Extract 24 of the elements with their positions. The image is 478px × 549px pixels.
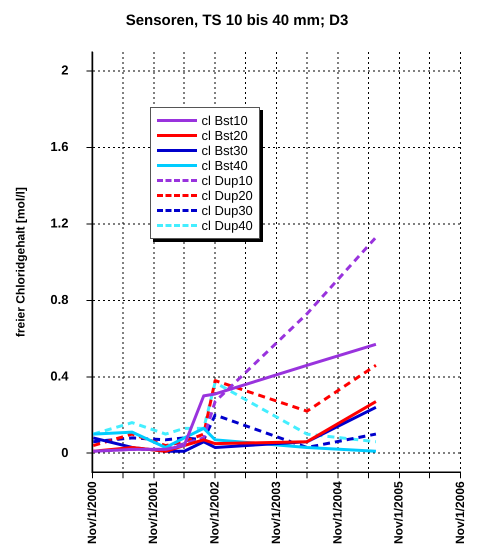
legend-label: cl Bst30 bbox=[201, 143, 248, 158]
x-tick-label: Nov/1/2006 bbox=[452, 480, 467, 544]
x-tick-label: Nov/1/2002 bbox=[207, 480, 222, 544]
x-tick-label: Nov/1/2001 bbox=[146, 480, 160, 544]
x-tick-label: Nov/1/2000 bbox=[84, 480, 99, 544]
y-axis-title: freier Chloridgehalt [mol/l] bbox=[14, 187, 28, 338]
legend-label: cl Dup40 bbox=[201, 218, 253, 233]
y-tick-label: 0.8 bbox=[50, 292, 68, 307]
x-tick-label: Nov/1/2003 bbox=[268, 480, 283, 544]
x-tick-label: Nov/1/2005 bbox=[392, 480, 406, 544]
line-series bbox=[92, 381, 378, 444]
x-tick-label: Nov/1/2004 bbox=[330, 480, 344, 544]
chart-title: Sensoren, TS 10 bis 40 mm; D3 bbox=[126, 12, 348, 30]
legend-label: cl Bst20 bbox=[201, 128, 248, 143]
y-tick-label: 1.6 bbox=[50, 139, 68, 154]
legend-label: cl Dup10 bbox=[201, 173, 253, 188]
legend-label: cl Bst10 bbox=[201, 113, 248, 128]
y-tick-label: 0 bbox=[61, 444, 68, 460]
legend-label: cl Dup30 bbox=[201, 203, 253, 218]
y-tick-label: 0.4 bbox=[50, 368, 70, 384]
y-tick-label: 1.2 bbox=[50, 216, 68, 231]
y-tick-label: 2 bbox=[61, 62, 68, 78]
legend-label: cl Bst40 bbox=[201, 158, 248, 173]
legend-label: cl Dup20 bbox=[201, 188, 253, 203]
